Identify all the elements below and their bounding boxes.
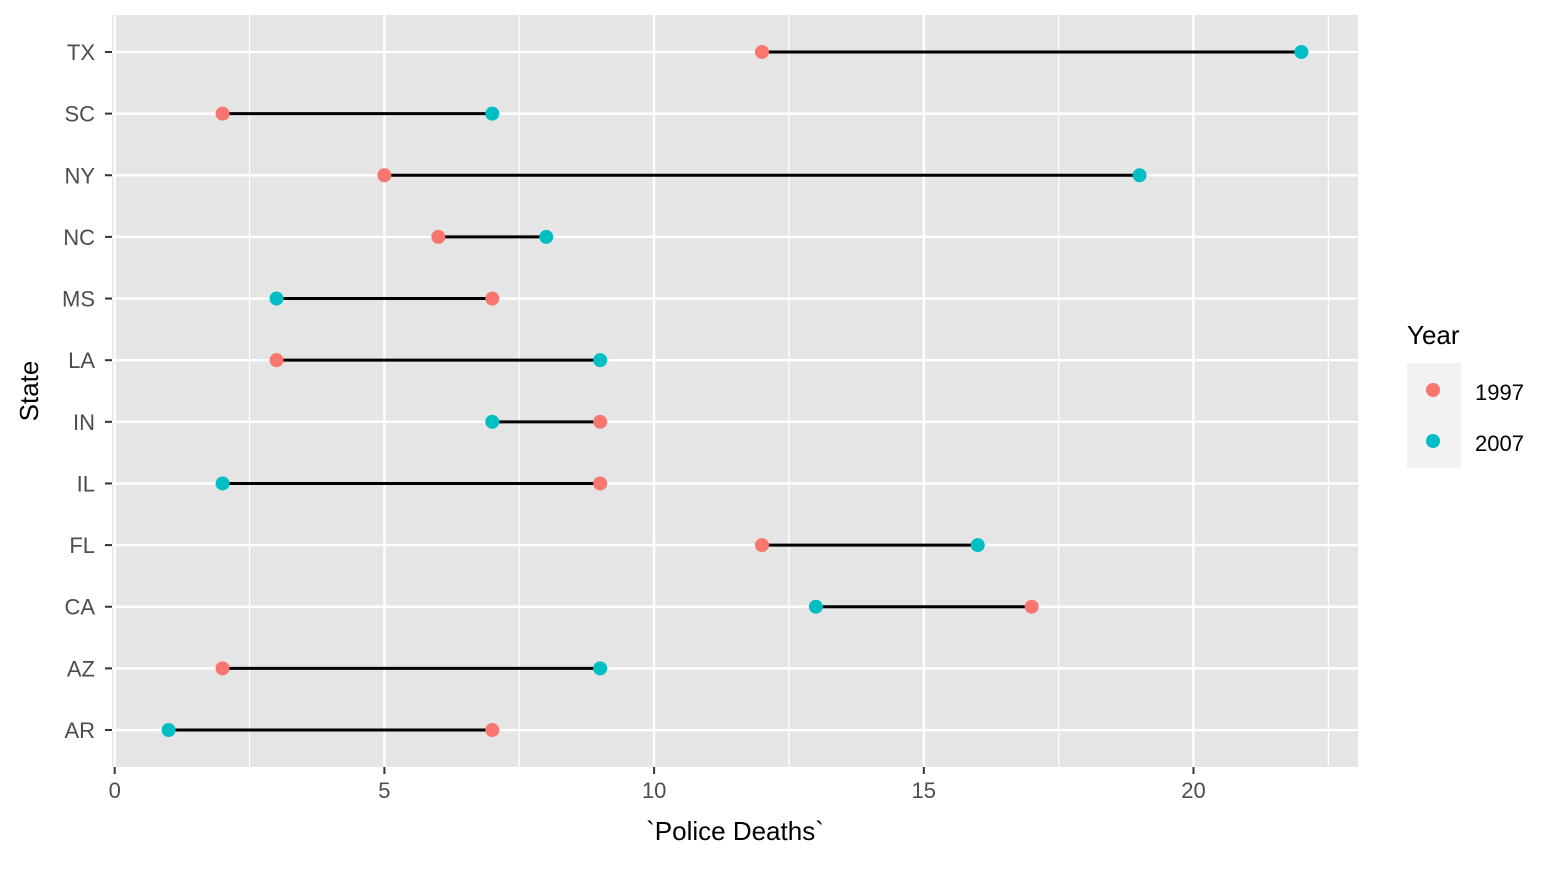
plot-panel bbox=[112, 15, 1358, 767]
segments bbox=[168, 50, 1302, 732]
legend-key-2007 bbox=[1426, 434, 1440, 448]
point-ny-1997 bbox=[377, 168, 392, 183]
y-tick-label: MS bbox=[62, 287, 95, 312]
x-tick-label: 15 bbox=[912, 778, 936, 803]
point-ca-2007 bbox=[808, 599, 823, 614]
point-il-2007 bbox=[215, 476, 230, 491]
x-axis: 0 5 10 15 20 bbox=[109, 767, 1206, 803]
y-axis: AR AZ CA FL IL IN LA MS NC NY SC TX bbox=[62, 40, 112, 743]
legend-title: Year bbox=[1407, 320, 1460, 350]
y-tick-label: CA bbox=[64, 595, 95, 620]
point-tx-2007 bbox=[1294, 44, 1309, 59]
point-sc-1997 bbox=[215, 106, 230, 121]
point-ms-2007 bbox=[269, 291, 284, 306]
point-la-1997 bbox=[269, 353, 284, 368]
point-az-1997 bbox=[215, 661, 230, 676]
points bbox=[161, 44, 1309, 738]
point-ar-2007 bbox=[161, 723, 176, 738]
point-nc-1997 bbox=[431, 229, 446, 244]
legend-label-1997: 1997 bbox=[1475, 380, 1524, 405]
point-fl-2007 bbox=[970, 538, 985, 553]
point-la-2007 bbox=[593, 353, 608, 368]
legend: Year 1997 2007 bbox=[1407, 320, 1524, 468]
x-tick-label: 20 bbox=[1181, 778, 1205, 803]
y-tick-label: IL bbox=[77, 471, 95, 496]
point-ca-1997 bbox=[1024, 599, 1039, 614]
y-tick-label: NC bbox=[63, 225, 95, 250]
point-az-2007 bbox=[593, 661, 608, 676]
point-in-1997 bbox=[593, 414, 608, 429]
legend-key-1997 bbox=[1426, 383, 1440, 397]
y-tick-label: IN bbox=[73, 410, 95, 435]
point-in-2007 bbox=[485, 414, 500, 429]
point-nc-2007 bbox=[539, 229, 554, 244]
y-tick-label: AR bbox=[64, 718, 95, 743]
x-tick-label: 5 bbox=[378, 778, 390, 803]
legend-label-2007: 2007 bbox=[1475, 431, 1524, 456]
point-ar-1997 bbox=[485, 723, 500, 738]
point-ms-1997 bbox=[485, 291, 500, 306]
point-sc-2007 bbox=[485, 106, 500, 121]
y-tick-label: SC bbox=[64, 102, 95, 127]
point-ny-2007 bbox=[1132, 168, 1147, 183]
x-axis-title: `Police Deaths` bbox=[646, 816, 824, 846]
y-tick-label: TX bbox=[67, 40, 95, 65]
y-tick-label: LA bbox=[68, 348, 95, 373]
y-tick-label: NY bbox=[64, 163, 95, 188]
y-tick-label: FL bbox=[69, 533, 95, 558]
grid-minor bbox=[248, 15, 1329, 767]
x-tick-label: 10 bbox=[642, 778, 666, 803]
point-tx-1997 bbox=[754, 44, 769, 59]
point-fl-1997 bbox=[754, 538, 769, 553]
x-tick-label: 0 bbox=[109, 778, 121, 803]
y-tick-label: AZ bbox=[67, 656, 95, 681]
y-axis-title: State bbox=[14, 361, 44, 422]
point-il-1997 bbox=[593, 476, 608, 491]
